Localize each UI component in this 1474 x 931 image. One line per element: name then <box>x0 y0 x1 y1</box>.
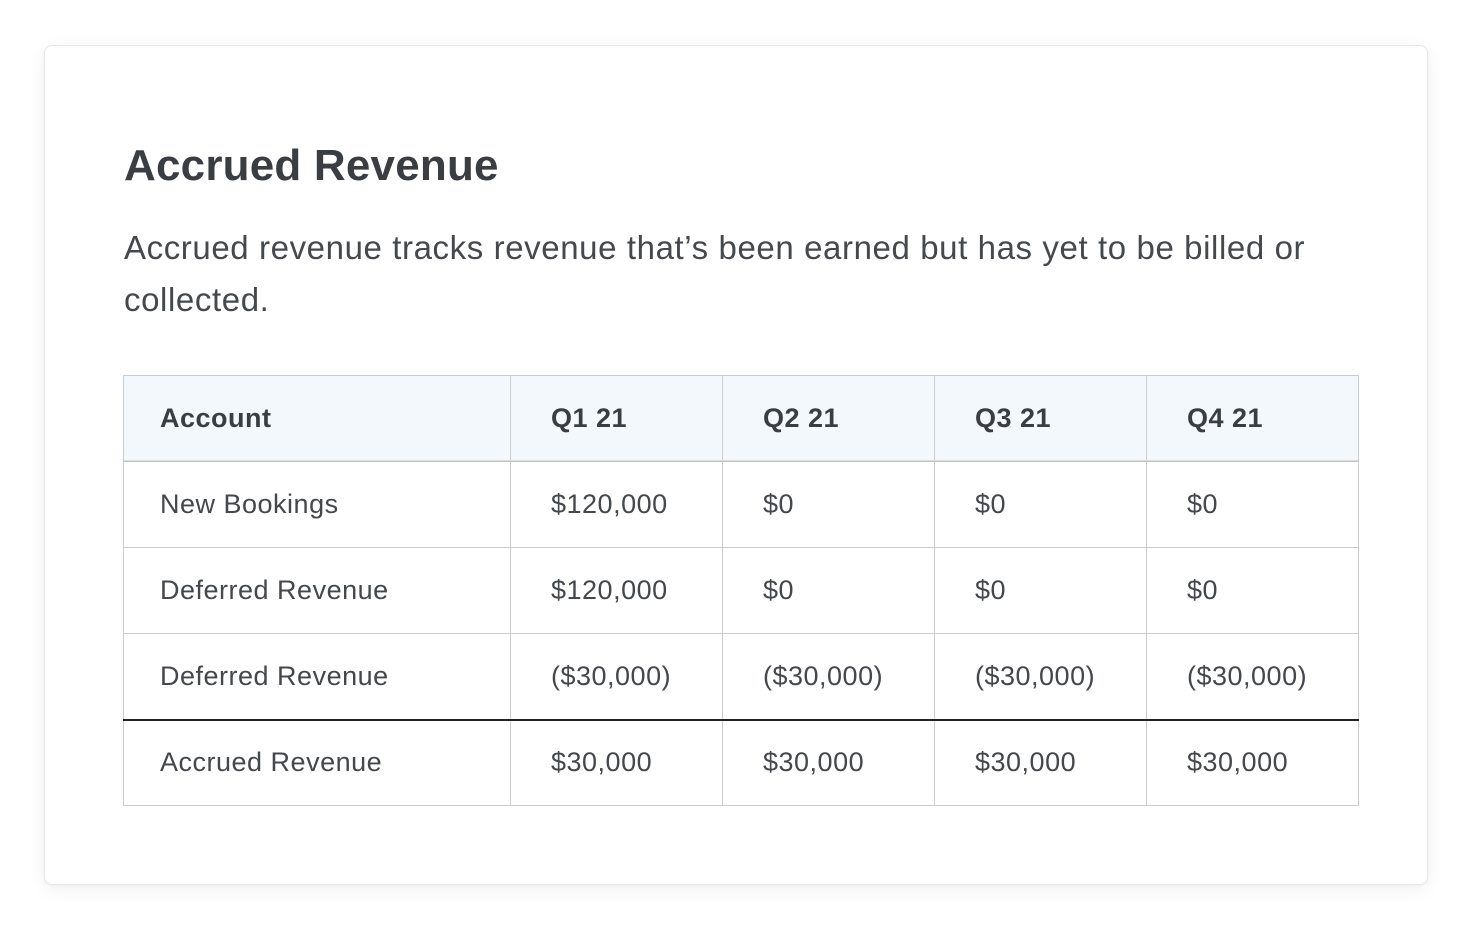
table-header-row: Account Q1 21 Q2 21 Q3 21 Q4 21 <box>123 375 1359 462</box>
column-header-q1: Q1 21 <box>510 375 723 462</box>
account-cell: Accrued Revenue <box>123 718 511 806</box>
account-cell: Deferred Revenue <box>123 547 511 634</box>
value-cell: $0 <box>934 461 1147 548</box>
value-cell: ($30,000) <box>1146 633 1359 720</box>
table-row-total: Accrued Revenue $30,000 $30,000 $30,000 … <box>123 718 1359 806</box>
value-cell: $0 <box>722 547 935 634</box>
table-row: New Bookings $120,000 $0 $0 $0 <box>123 461 1359 548</box>
value-cell: $0 <box>934 547 1147 634</box>
column-header-q3: Q3 21 <box>934 375 1147 462</box>
value-cell: ($30,000) <box>934 633 1147 720</box>
value-cell: $30,000 <box>1146 718 1359 806</box>
account-cell: New Bookings <box>123 461 511 548</box>
table-row: Deferred Revenue ($30,000) ($30,000) ($3… <box>123 633 1359 720</box>
value-cell: $30,000 <box>722 718 935 806</box>
value-cell: ($30,000) <box>722 633 935 720</box>
table-row: Deferred Revenue $120,000 $0 $0 $0 <box>123 547 1359 634</box>
column-header-q4: Q4 21 <box>1146 375 1359 462</box>
card-title: Accrued Revenue <box>124 141 499 190</box>
value-cell: $30,000 <box>934 718 1147 806</box>
accrued-revenue-table: Account Q1 21 Q2 21 Q3 21 Q4 21 New Book… <box>123 375 1359 806</box>
value-cell: ($30,000) <box>510 633 723 720</box>
card-description: Accrued revenue tracks revenue that’s be… <box>124 229 1306 318</box>
value-cell: $0 <box>1146 461 1359 548</box>
value-cell: $120,000 <box>510 461 723 548</box>
value-cell: $0 <box>1146 547 1359 634</box>
value-cell: $120,000 <box>510 547 723 634</box>
content-card: Accrued Revenue Accrued revenue tracks r… <box>44 45 1428 885</box>
value-cell: $0 <box>722 461 935 548</box>
account-cell: Deferred Revenue <box>123 633 511 720</box>
column-header-q2: Q2 21 <box>722 375 935 462</box>
column-header-account: Account <box>123 375 511 462</box>
value-cell: $30,000 <box>510 718 723 806</box>
